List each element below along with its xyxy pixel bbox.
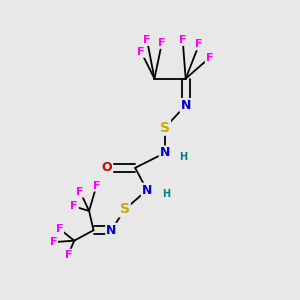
Text: N: N <box>106 224 116 237</box>
Text: H: H <box>162 189 170 199</box>
Text: F: F <box>137 47 145 57</box>
Text: F: F <box>143 35 151 45</box>
Text: S: S <box>120 202 130 216</box>
Text: S: S <box>160 121 170 135</box>
Text: F: F <box>93 181 100 191</box>
Text: F: F <box>70 202 78 212</box>
Text: H: H <box>178 152 187 161</box>
Text: F: F <box>195 40 203 50</box>
Text: F: F <box>56 224 63 234</box>
Text: F: F <box>158 38 166 48</box>
Text: F: F <box>206 53 213 63</box>
Text: N: N <box>160 146 170 160</box>
Text: O: O <box>102 161 112 174</box>
Text: N: N <box>142 184 152 196</box>
Text: F: F <box>179 35 186 45</box>
Text: F: F <box>64 250 72 260</box>
Text: F: F <box>76 187 84 196</box>
Text: N: N <box>181 99 191 112</box>
Text: F: F <box>50 237 57 247</box>
